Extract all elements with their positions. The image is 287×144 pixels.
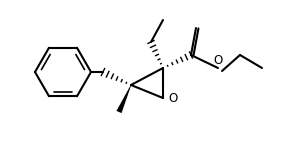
Text: O: O xyxy=(213,54,223,67)
Text: O: O xyxy=(168,92,177,106)
Polygon shape xyxy=(117,85,131,113)
